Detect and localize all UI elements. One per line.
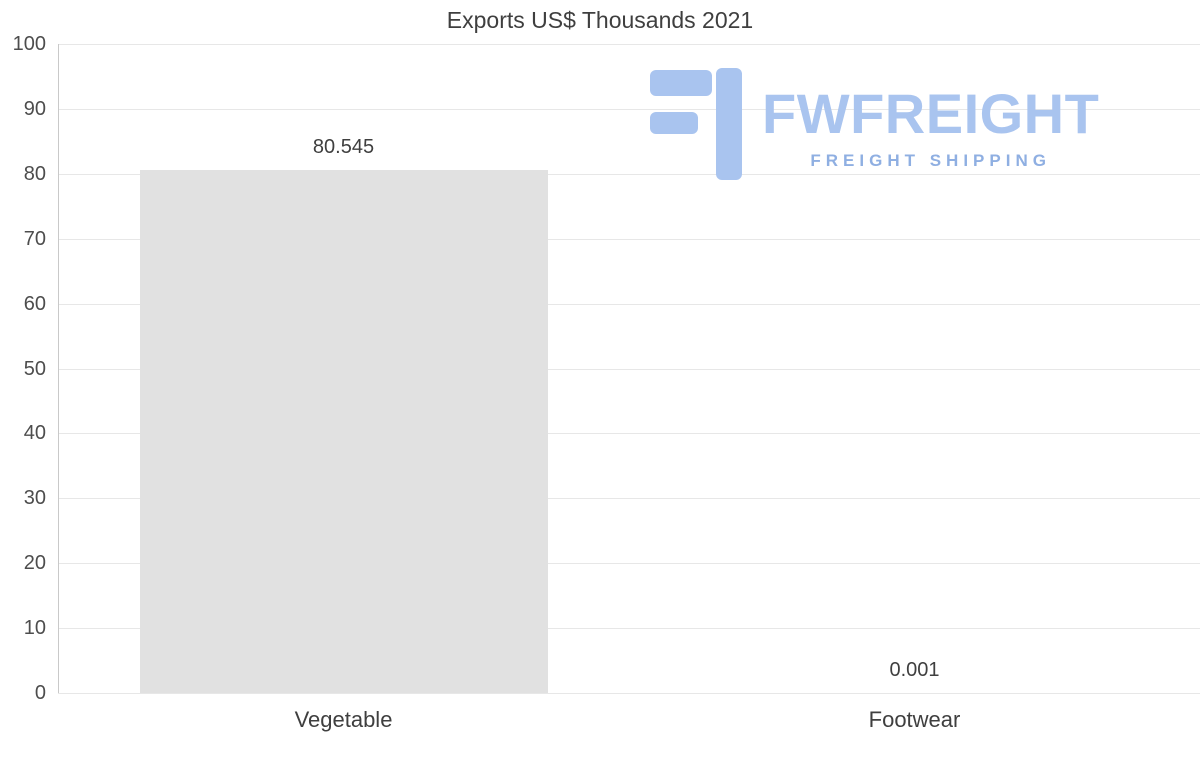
gridline (58, 238, 1200, 240)
x-axis-label: Footwear (868, 707, 961, 732)
bar-value-label: 0.001 (889, 658, 940, 681)
gridline (58, 44, 1200, 45)
gridline (58, 628, 1200, 630)
x-axis-label: Vegetable (294, 707, 393, 732)
chart-title: Exports US$ Thousands 2021 (446, 7, 754, 33)
gridline (58, 498, 1200, 500)
gridline (58, 368, 1200, 370)
watermark-text-block: FWFREIGHT FREIGHT SHIPPING (762, 68, 1099, 171)
bar-vegetable (139, 170, 548, 693)
fwfreight-logo-icon (650, 68, 742, 180)
gridline (58, 693, 1200, 694)
bar-value-label: 80.545 (312, 136, 375, 159)
y-tick-label: 50 (23, 357, 46, 380)
watermark-tagline-text: FREIGHT SHIPPING (810, 151, 1051, 170)
gridline (58, 108, 1200, 110)
y-tick-label: 10 (23, 617, 46, 640)
y-tick-label: 100 (12, 33, 46, 55)
gridline (58, 303, 1200, 305)
y-tick-label: 80 (23, 162, 46, 185)
y-tick-label: 90 (23, 97, 46, 120)
gridline (58, 173, 1200, 175)
watermark-brand-text: FWFREIGHT (762, 82, 1100, 145)
y-tick-label: 40 (23, 422, 46, 445)
gridline (58, 433, 1200, 435)
y-tick-label: 60 (23, 292, 46, 315)
y-axis-line (58, 44, 59, 693)
y-tick-label: 20 (23, 552, 46, 575)
watermark-logo: FWFREIGHT FREIGHT SHIPPING (650, 68, 1099, 182)
y-tick-label: 70 (23, 227, 46, 250)
y-tick-label: 0 (34, 682, 46, 704)
y-tick-label: 30 (23, 487, 46, 510)
gridline (58, 563, 1200, 565)
